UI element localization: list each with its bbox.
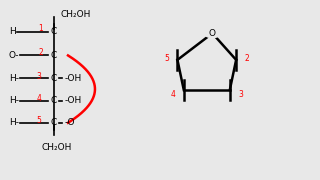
Text: 1: 1 [39, 24, 44, 33]
Text: O: O [209, 29, 216, 38]
Text: C: C [51, 96, 57, 105]
Text: CH₂OH: CH₂OH [42, 143, 72, 152]
Text: 2: 2 [39, 48, 44, 57]
Text: C: C [51, 118, 57, 127]
Text: H-: H- [9, 96, 19, 105]
Text: CH₂OH: CH₂OH [60, 10, 91, 19]
Text: 5: 5 [36, 116, 41, 125]
Text: 3: 3 [238, 90, 243, 99]
Text: O-: O- [8, 51, 19, 60]
Text: -O: -O [65, 118, 75, 127]
Text: -OH: -OH [65, 96, 82, 105]
Text: 4: 4 [36, 94, 41, 103]
Text: 3: 3 [36, 72, 41, 81]
Text: H-: H- [9, 74, 19, 83]
Text: C: C [51, 51, 57, 60]
Circle shape [204, 29, 220, 38]
Text: H-: H- [9, 118, 19, 127]
Text: C: C [51, 27, 57, 36]
Text: 5: 5 [164, 54, 169, 63]
Text: 2: 2 [245, 54, 250, 63]
Text: -OH: -OH [65, 74, 82, 83]
Text: 4: 4 [170, 90, 175, 99]
Text: H: H [9, 27, 16, 36]
Text: C: C [51, 74, 57, 83]
